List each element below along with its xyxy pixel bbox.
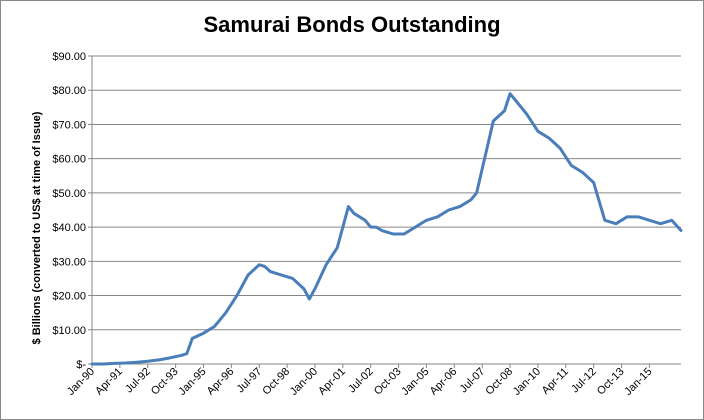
y-tick-label: $90.00: [52, 51, 86, 63]
x-tick-label: Jul-92: [123, 366, 153, 396]
y-tick-label: $70.00: [52, 119, 86, 131]
x-tick-label: Jan-05: [399, 366, 431, 398]
x-tick-label: Oct-93: [149, 366, 181, 398]
x-tick-labels: Jan-90Apr-91Jul-92Oct-93Jan-95Apr-96Jul-…: [65, 366, 655, 398]
y-tick-label: $20.00: [52, 291, 86, 303]
y-tick-label: $80.00: [52, 85, 86, 97]
y-tick-label: $50.00: [52, 188, 86, 200]
x-tick-label: Oct-03: [372, 366, 404, 398]
y-tick-labels: $- $10.00 $20.00 $30.00 $40.00 $50.00 $60.00 $7…: [52, 51, 86, 371]
x-tick-label: Jul-02: [346, 366, 376, 396]
x-tick-label: Jan-10: [511, 366, 543, 398]
x-tick-label: Apr-11: [540, 366, 571, 397]
x-tick-label: Jan-00: [288, 366, 320, 398]
y-tick-label: $40.00: [52, 222, 86, 234]
x-tick-label: Apr-96: [205, 366, 237, 398]
x-tick-label: Apr-91: [93, 366, 125, 398]
x-tick-label: Jan-15: [622, 366, 654, 398]
y-tick-label: $-: [76, 359, 86, 371]
chart-title: Samurai Bonds Outstanding: [203, 12, 501, 37]
x-tick-label: Apr-01: [316, 366, 348, 398]
x-tick-label: Jan-95: [176, 366, 208, 398]
x-tick-label: Jul-12: [569, 366, 599, 396]
axes: [88, 55, 681, 368]
series-line: [90, 92, 683, 366]
x-tick-label: Jul-97: [235, 366, 265, 396]
x-tick-label: Oct-13: [595, 366, 627, 398]
y-tick-label: $60.00: [52, 154, 86, 166]
y-axis-label: $ Billions (converted to US$ at time of …: [31, 111, 43, 344]
series-group: [90, 92, 683, 366]
x-tick-label: Jul-07: [458, 366, 488, 396]
x-tick-label: Oct-98: [260, 366, 292, 398]
x-tick-label: Oct-08: [483, 366, 515, 398]
y-tick-label: $30.00: [52, 256, 86, 268]
x-tick-label: Apr-06: [428, 366, 460, 398]
y-tick-label: $10.00: [52, 325, 86, 337]
gridlines: [92, 55, 681, 331]
